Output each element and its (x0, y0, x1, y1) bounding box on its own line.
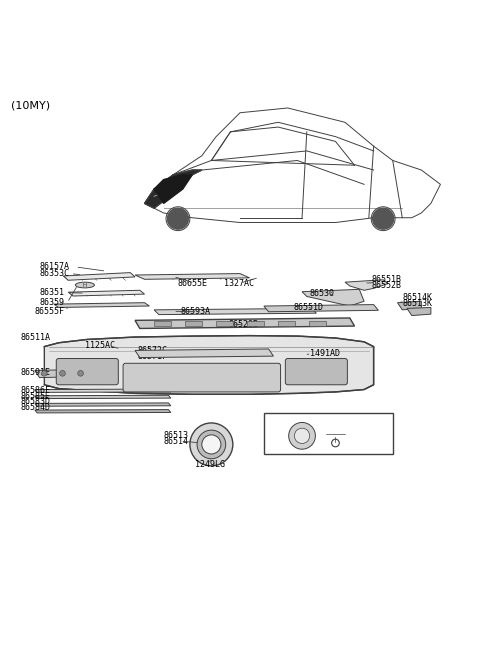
Text: 1491AD: 1491AD (310, 349, 340, 358)
Text: 86530: 86530 (309, 289, 334, 297)
Text: 18649B: 18649B (276, 417, 306, 426)
Polygon shape (35, 369, 102, 378)
Polygon shape (397, 301, 421, 310)
Polygon shape (63, 272, 135, 280)
Text: 92201: 92201 (292, 371, 317, 380)
Text: 86586F: 86586F (21, 386, 50, 395)
Polygon shape (154, 175, 192, 204)
Text: 86353C: 86353C (39, 269, 70, 278)
Text: 86655E: 86655E (178, 278, 208, 288)
FancyBboxPatch shape (56, 358, 118, 384)
Polygon shape (135, 318, 355, 328)
Text: 1249NL: 1249NL (307, 360, 337, 369)
Circle shape (288, 422, 315, 449)
Circle shape (78, 371, 84, 376)
Polygon shape (44, 335, 373, 394)
Text: 86555F: 86555F (35, 307, 65, 316)
Polygon shape (407, 307, 431, 316)
Text: 1249LG: 1249LG (195, 460, 225, 469)
Text: 86583D: 86583D (21, 398, 50, 407)
Circle shape (202, 435, 221, 454)
Text: 86551B: 86551B (371, 275, 401, 284)
Bar (185, 321, 202, 326)
Polygon shape (35, 409, 171, 413)
Bar (216, 321, 233, 326)
Text: 86359: 86359 (39, 298, 65, 307)
Polygon shape (135, 274, 250, 279)
Text: 86520B: 86520B (228, 320, 258, 329)
Text: 86514: 86514 (164, 437, 189, 445)
Bar (154, 321, 171, 326)
Bar (278, 321, 295, 326)
Circle shape (197, 430, 226, 458)
Text: 86513: 86513 (164, 431, 189, 440)
Text: 86593A: 86593A (180, 307, 210, 316)
Text: 86351: 86351 (39, 288, 65, 297)
Polygon shape (135, 349, 274, 358)
Polygon shape (35, 395, 171, 399)
Polygon shape (345, 280, 388, 290)
Text: 91214B: 91214B (314, 434, 345, 443)
Text: 86584D: 86584D (21, 403, 50, 412)
Text: 86157A: 86157A (39, 263, 70, 271)
FancyBboxPatch shape (285, 358, 348, 384)
Text: 86572C: 86572C (137, 346, 168, 355)
Circle shape (294, 428, 310, 443)
Text: H: H (83, 282, 87, 288)
Polygon shape (154, 309, 316, 314)
Text: 86551D: 86551D (293, 303, 324, 312)
Bar (247, 321, 264, 326)
Polygon shape (302, 290, 364, 306)
Polygon shape (144, 170, 202, 208)
Text: 86585E: 86585E (21, 392, 50, 401)
Text: 86511A: 86511A (21, 333, 50, 341)
Polygon shape (54, 303, 149, 307)
Polygon shape (68, 290, 144, 296)
Text: 86591E: 86591E (21, 368, 50, 377)
Text: 86514K: 86514K (402, 293, 432, 303)
Text: 1327AC: 1327AC (224, 278, 254, 288)
Circle shape (168, 208, 189, 229)
Polygon shape (264, 305, 378, 312)
Circle shape (332, 439, 339, 447)
Text: 86552B: 86552B (371, 281, 401, 290)
Text: (10MY): (10MY) (11, 101, 50, 111)
Bar (309, 321, 326, 326)
Text: 86571F: 86571F (137, 352, 168, 361)
Circle shape (60, 371, 65, 376)
Text: 92202: 92202 (292, 377, 317, 385)
Circle shape (190, 423, 233, 466)
FancyBboxPatch shape (264, 413, 393, 454)
Polygon shape (35, 403, 171, 406)
Text: 86513K: 86513K (402, 299, 432, 308)
Circle shape (372, 208, 394, 229)
Circle shape (41, 371, 47, 376)
Text: 1125AC: 1125AC (85, 341, 115, 350)
FancyBboxPatch shape (123, 364, 281, 392)
Ellipse shape (75, 282, 95, 288)
Polygon shape (35, 389, 171, 392)
